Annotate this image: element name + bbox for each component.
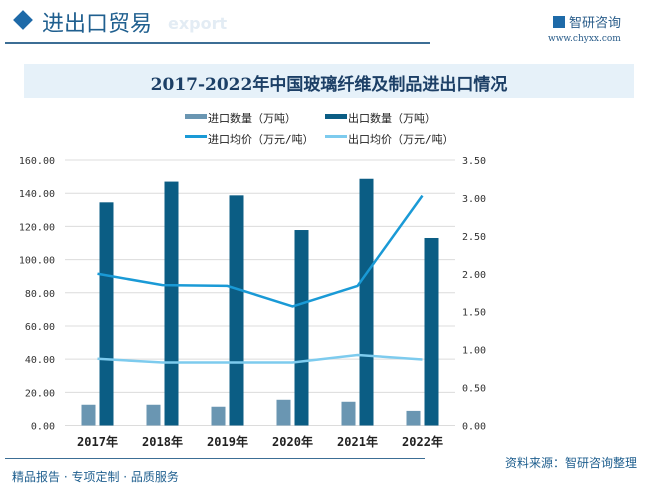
y-left-tick-label: 120.00: [19, 222, 55, 233]
bar-import-qty: [341, 401, 356, 426]
bar-export-qty: [229, 195, 244, 426]
x-tick-label: 2020年: [272, 434, 313, 449]
legend-swatch: [185, 114, 207, 119]
y-right-tick-label: 1.00: [462, 346, 486, 357]
bar-export-qty: [359, 178, 374, 426]
y-left-tick-label: 60.00: [25, 322, 55, 333]
header-title: 进出口贸易: [42, 12, 153, 37]
y-right-tick-label: 2.50: [462, 232, 486, 243]
x-tick-label: 2019年: [207, 434, 248, 449]
bar-import-qty: [276, 399, 291, 426]
bar-import-qty: [146, 404, 161, 426]
y-right-tick-label: 0.50: [462, 384, 486, 395]
brand-url: www.chyxx.com: [548, 34, 621, 44]
y-left-tick-label: 80.00: [25, 289, 55, 300]
bar-import-qty: [81, 404, 96, 426]
legend-label: 进口均价（万元/吨）: [208, 133, 314, 146]
y-left-tick-label: 0.00: [31, 422, 55, 433]
bar-import-qty: [406, 410, 421, 426]
line-import-price: [97, 194, 424, 308]
header-divider: [5, 42, 430, 44]
brand-logo: 智研咨询: [553, 12, 621, 31]
title-band: [24, 64, 634, 98]
brand-name: 智研咨询: [569, 16, 622, 31]
legend-label: 出口均价（万元/吨）: [348, 132, 454, 146]
footer-divider: [5, 458, 425, 459]
footer-slogan: 精品报告 · 专项定制 · 品质服务: [12, 470, 179, 484]
header-subtitle: export: [168, 14, 228, 33]
bar-import-qty: [211, 406, 226, 426]
y-left-tick-label: 20.00: [25, 388, 55, 399]
bar-export-qty: [294, 230, 309, 426]
legend-swatch: [325, 114, 347, 119]
y-left-tick-label: 160.00: [19, 156, 55, 167]
x-tick-label: 2022年: [402, 434, 443, 449]
legend-swatch: [185, 135, 207, 138]
x-tick-label: 2021年: [337, 434, 378, 449]
y-left-tick-label: 40.00: [25, 355, 55, 366]
line-export-price: [97, 353, 423, 364]
logo-icon: [553, 16, 565, 28]
x-tick-label: 2018年: [142, 434, 183, 449]
y-right-tick-label: 2.00: [462, 270, 486, 281]
y-left-tick-label: 140.00: [19, 189, 55, 200]
legend-label: 进口数量（万吨）: [208, 112, 296, 125]
chart-title: 2017-2022年中国玻璃纤维及制品进出口情况: [150, 75, 508, 95]
bar-export-qty: [164, 181, 179, 426]
y-right-tick-label: 0.00: [462, 422, 486, 433]
bar-export-qty: [424, 237, 439, 426]
y-right-tick-label: 3.50: [462, 156, 486, 167]
bar-export-qty: [99, 202, 114, 426]
y-right-tick-label: 1.50: [462, 308, 486, 319]
legend-swatch: [325, 135, 347, 138]
y-right-tick-label: 3.00: [462, 194, 486, 205]
source-note: 资料来源：智研咨询整理: [505, 456, 638, 470]
y-left-tick-label: 100.00: [19, 256, 55, 267]
x-tick-label: 2017年: [77, 434, 118, 449]
legend-label: 出口数量（万吨）: [348, 111, 436, 125]
